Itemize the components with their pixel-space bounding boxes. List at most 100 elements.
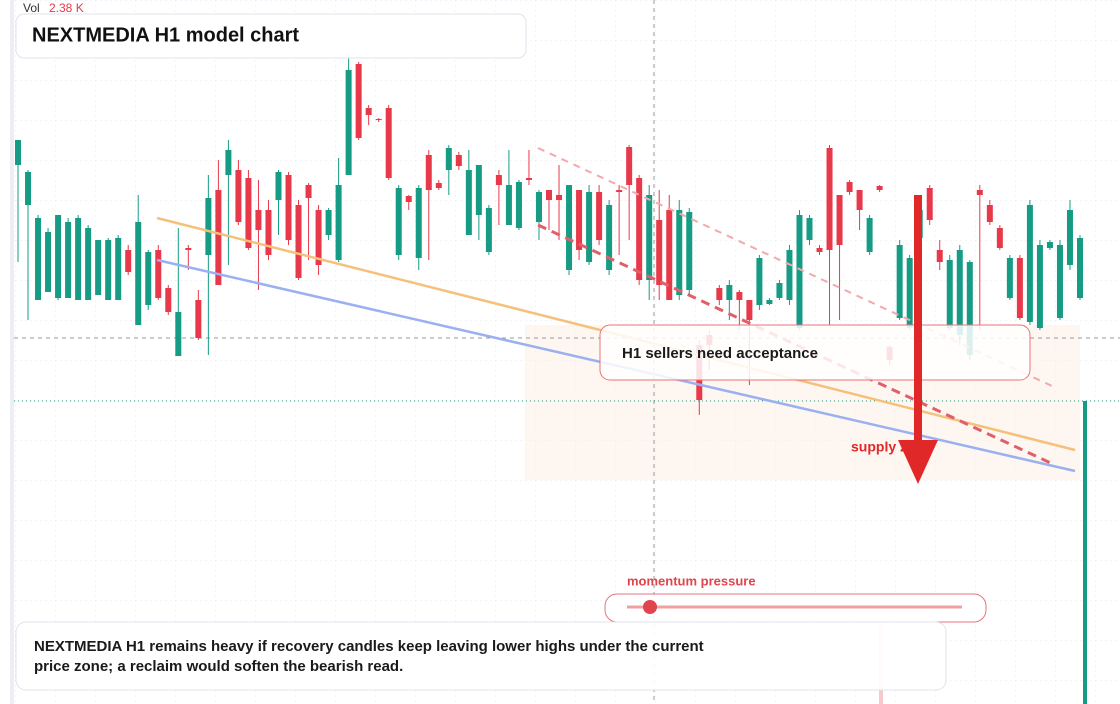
candle-body bbox=[756, 258, 763, 305]
candle-body bbox=[145, 252, 152, 305]
candle-body bbox=[35, 218, 42, 300]
candle-body bbox=[485, 208, 492, 252]
candle-body bbox=[846, 182, 853, 192]
candle-body bbox=[115, 238, 122, 300]
candle-body bbox=[25, 172, 32, 205]
candle-body bbox=[946, 260, 953, 328]
candle-body bbox=[455, 155, 462, 166]
candle-body bbox=[345, 70, 352, 175]
candle-body bbox=[235, 170, 242, 222]
candle-body bbox=[1016, 258, 1023, 318]
note-text: NEXTMEDIA H1 remains heavy if recovery c… bbox=[34, 638, 704, 675]
candle-body bbox=[736, 292, 743, 300]
candle-body bbox=[495, 175, 502, 185]
callout-text: H1 sellers need acceptance bbox=[622, 345, 818, 362]
candle-body bbox=[926, 188, 933, 220]
chart-title: NEXTMEDIA H1 model chart bbox=[32, 24, 299, 46]
candle-body bbox=[586, 192, 593, 262]
candle-body bbox=[85, 228, 92, 300]
candle-body bbox=[1036, 245, 1043, 328]
candle-body bbox=[936, 250, 943, 262]
candle-body bbox=[806, 218, 813, 240]
title-box bbox=[15, 13, 527, 59]
candle-body bbox=[75, 218, 82, 300]
candle-body bbox=[876, 186, 883, 190]
candle-body bbox=[375, 119, 382, 120]
volume-label: Vol bbox=[23, 1, 40, 15]
candle-body bbox=[445, 148, 452, 170]
candle-body bbox=[746, 300, 753, 320]
candle-body bbox=[305, 185, 312, 198]
candle-body bbox=[315, 210, 322, 265]
candle-body bbox=[325, 210, 332, 235]
candle-body bbox=[465, 170, 472, 235]
candle-body bbox=[726, 285, 733, 300]
candles bbox=[15, 55, 1083, 415]
candle-body bbox=[866, 218, 873, 252]
candle-body bbox=[175, 312, 182, 356]
candle-body bbox=[245, 178, 252, 248]
candle-body bbox=[185, 248, 192, 250]
candle-body bbox=[616, 190, 623, 192]
note-box bbox=[15, 621, 947, 691]
candle-body bbox=[415, 188, 422, 258]
candle-body bbox=[355, 64, 362, 138]
candle-body bbox=[425, 155, 432, 190]
candle-body bbox=[295, 205, 302, 278]
candle-body bbox=[45, 232, 52, 292]
candle-body bbox=[55, 215, 62, 298]
candle-body bbox=[95, 240, 102, 295]
candle-body bbox=[626, 147, 633, 185]
candle-body bbox=[646, 195, 653, 280]
candle-body bbox=[996, 228, 1003, 248]
candle-body bbox=[656, 220, 663, 285]
candle-body bbox=[766, 300, 773, 304]
candle-body bbox=[636, 178, 643, 280]
candle-body bbox=[566, 185, 573, 270]
candle-body bbox=[906, 258, 913, 328]
candle-body bbox=[205, 198, 212, 255]
candle-body bbox=[666, 210, 673, 300]
candle-body bbox=[776, 283, 783, 298]
candle-body bbox=[966, 262, 973, 355]
candle-body bbox=[976, 190, 983, 195]
candle-body bbox=[1077, 238, 1083, 298]
candle-body bbox=[15, 140, 21, 165]
candle-body bbox=[596, 192, 603, 240]
volume-bar bbox=[1083, 401, 1087, 704]
gauge-dot bbox=[643, 600, 657, 614]
candle-body bbox=[856, 190, 863, 210]
candle-body bbox=[606, 205, 613, 270]
candle-body bbox=[515, 182, 522, 228]
candle-body bbox=[786, 250, 793, 300]
candle-body bbox=[1026, 205, 1033, 322]
candle-body bbox=[135, 222, 142, 325]
candle-body bbox=[255, 210, 262, 230]
volume-value: 2.38 K bbox=[49, 1, 84, 15]
candle-body bbox=[395, 188, 402, 255]
gauge-label: momentum pressure bbox=[627, 573, 756, 588]
candle-body bbox=[505, 185, 512, 225]
candle-body bbox=[225, 150, 232, 175]
arrow-head bbox=[898, 440, 938, 484]
candle-body bbox=[65, 222, 72, 298]
candle-body bbox=[956, 250, 963, 335]
candle-body bbox=[576, 190, 583, 250]
candle-body bbox=[285, 175, 292, 240]
trendline-red bbox=[537, 223, 1056, 467]
candle-body bbox=[365, 108, 372, 115]
left-edge bbox=[10, 0, 14, 704]
candle-body bbox=[1056, 245, 1063, 318]
candle-body bbox=[986, 205, 993, 222]
candle-body bbox=[105, 240, 112, 300]
candle-body bbox=[265, 210, 272, 255]
candle-body bbox=[195, 300, 202, 338]
candle-body bbox=[676, 210, 683, 295]
candle-body bbox=[1046, 242, 1053, 248]
candle-body bbox=[125, 250, 132, 272]
candle-body bbox=[896, 245, 903, 318]
candle-body bbox=[556, 195, 563, 200]
candle-body bbox=[525, 178, 532, 180]
